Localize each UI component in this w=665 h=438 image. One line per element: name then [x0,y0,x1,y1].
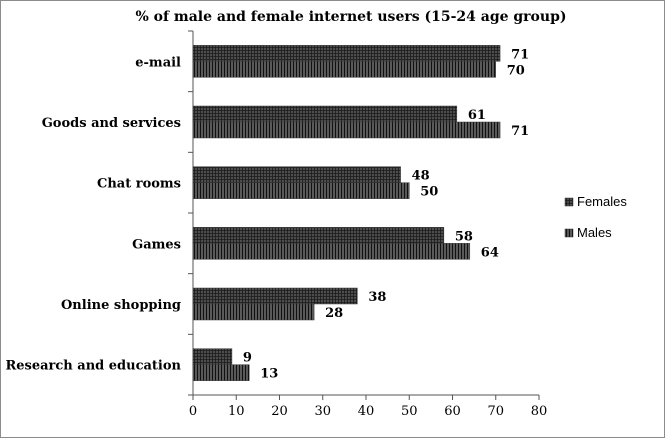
category-label-games: Games [132,237,181,252]
legend-label-males: Males [577,225,612,240]
bar-females-online-shopping [192,287,358,305]
plot-area: e-mail Goods and services Chat rooms Games O… [5,30,548,419]
legend-swatch-males [564,228,574,238]
legend: Females Males [564,194,627,240]
data-label-males-e-mail: 70 [507,63,525,78]
data-label-males-goods-and-services: 71 [511,124,529,139]
bar-females-research-and-education [192,348,233,365]
legend-label-females: Females [577,194,627,209]
data-label-females-research-and-education: 9 [243,351,252,366]
category-label-chat-rooms: Chat rooms [97,177,181,192]
data-label-females-goods-and-services: 61 [468,108,486,123]
x-tick-label: 80 [531,404,548,419]
data-label-females-e-mail: 71 [511,47,529,62]
x-tick-label: 20 [271,404,288,419]
bar-males-chat-rooms [192,182,410,199]
data-label-males-research-and-education: 13 [260,367,278,382]
data-label-females-games: 58 [455,229,473,244]
data-label-females-online-shopping: 38 [368,290,386,305]
bar-males-research-and-education [192,364,250,381]
data-label-males-online-shopping: 28 [325,306,343,321]
bar-males-e-mail [192,61,496,78]
legend-swatch-females [564,197,574,207]
data-label-females-chat-rooms: 48 [412,169,430,184]
x-tick-label: 30 [314,404,331,419]
bar-females-chat-rooms [192,166,401,183]
x-tick-label: 40 [358,404,375,419]
bar-males-goods-and-services [192,121,501,139]
bar-males-games [192,243,471,260]
bar-females-goods-and-services [192,105,458,123]
bar-males-online-shopping [192,303,315,321]
category-label-online-shopping: Online shopping [61,298,181,313]
x-tick-label: 70 [487,404,504,419]
data-label-males-chat-rooms: 50 [420,185,438,200]
x-tick-label: 50 [401,404,418,419]
x-tick-label: 10 [228,404,245,419]
category-label-goods-and-services: Goods and services [42,116,181,131]
x-tick-label: 0 [189,404,197,419]
data-label-males-games: 64 [481,245,499,260]
bar-females-e-mail [192,45,501,62]
category-label-e-mail: e-mail [135,55,181,70]
bar-females-games [192,227,445,244]
x-tick-label: 60 [444,404,461,419]
category-label-research-and-education: Research and education [5,359,181,374]
chart-title: % of male and female internet users (15-… [135,9,566,25]
